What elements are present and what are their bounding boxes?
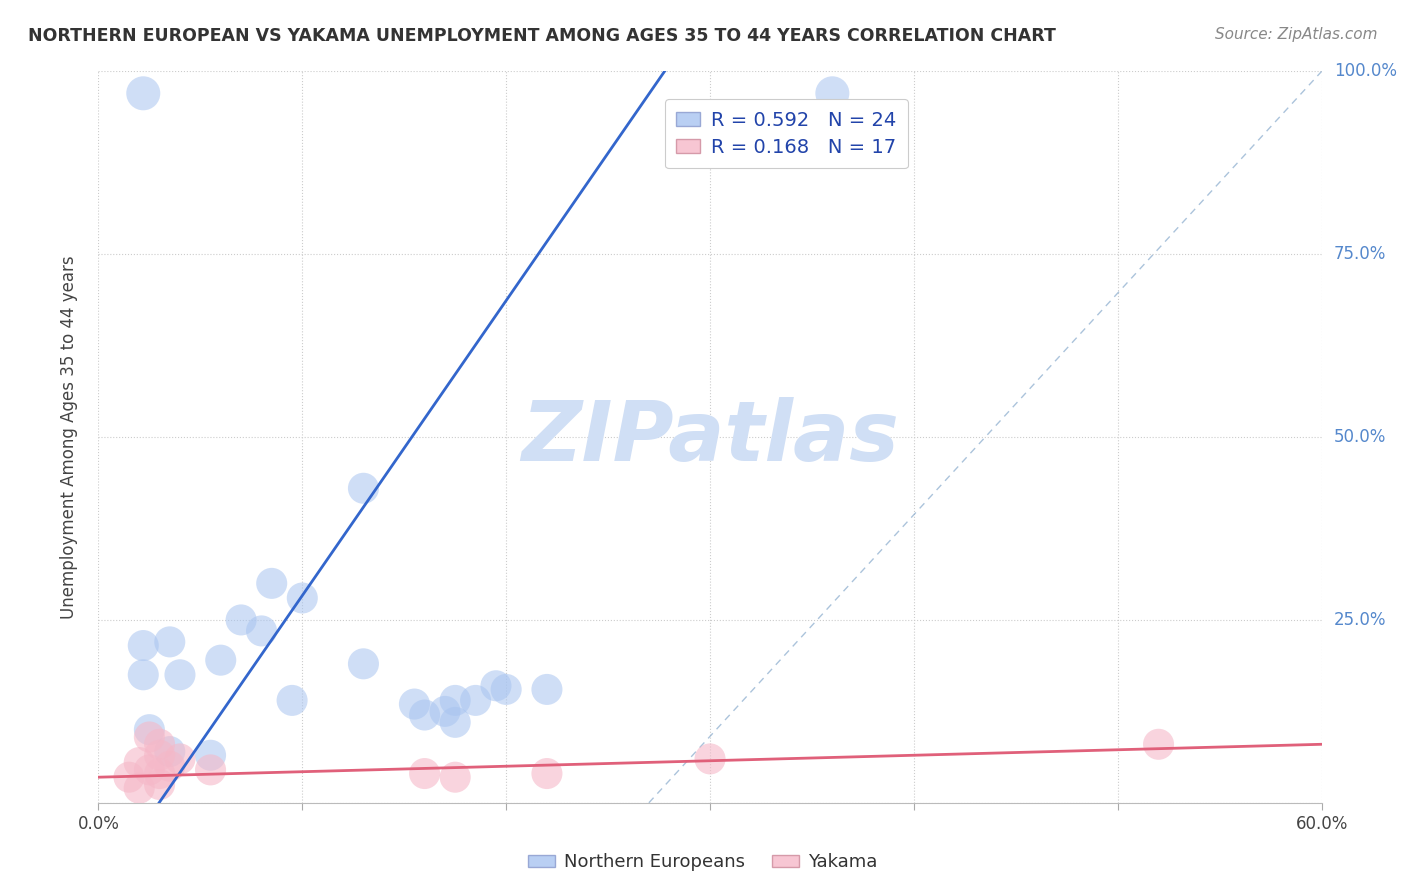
- Point: [413, 766, 436, 780]
- Legend: R = 0.592   N = 24, R = 0.168   N = 17: R = 0.592 N = 24, R = 0.168 N = 17: [665, 99, 908, 169]
- Point: [132, 667, 155, 681]
- Point: [444, 693, 467, 707]
- Point: [138, 730, 160, 744]
- Point: [821, 87, 844, 101]
- Point: [149, 766, 172, 780]
- Point: [444, 715, 467, 730]
- Point: [444, 770, 467, 784]
- Point: [138, 763, 160, 777]
- Point: [118, 770, 141, 784]
- Point: [250, 624, 273, 638]
- Point: [464, 693, 486, 707]
- Text: ZIPatlas: ZIPatlas: [522, 397, 898, 477]
- Point: [536, 682, 558, 697]
- Point: [281, 693, 304, 707]
- Point: [200, 763, 222, 777]
- Point: [260, 576, 283, 591]
- Point: [209, 653, 232, 667]
- Point: [149, 777, 172, 792]
- Point: [159, 635, 181, 649]
- Point: [128, 781, 150, 796]
- Text: 100.0%: 100.0%: [1334, 62, 1398, 80]
- Point: [149, 748, 172, 763]
- Point: [485, 679, 508, 693]
- Point: [352, 657, 374, 671]
- Point: [1147, 737, 1170, 751]
- Point: [291, 591, 314, 605]
- Point: [159, 759, 181, 773]
- Text: 75.0%: 75.0%: [1334, 245, 1386, 263]
- Text: Source: ZipAtlas.com: Source: ZipAtlas.com: [1215, 27, 1378, 42]
- Point: [352, 481, 374, 495]
- Point: [231, 613, 253, 627]
- Legend: Northern Europeans, Yakama: Northern Europeans, Yakama: [522, 847, 884, 879]
- Point: [495, 682, 517, 697]
- Point: [169, 667, 191, 681]
- Text: 25.0%: 25.0%: [1334, 611, 1386, 629]
- Point: [128, 756, 150, 770]
- Point: [169, 752, 191, 766]
- Point: [149, 737, 172, 751]
- Point: [404, 697, 426, 711]
- Point: [699, 752, 721, 766]
- Point: [536, 766, 558, 780]
- Text: 50.0%: 50.0%: [1334, 428, 1386, 446]
- Point: [413, 708, 436, 723]
- Point: [159, 745, 181, 759]
- Y-axis label: Unemployment Among Ages 35 to 44 years: Unemployment Among Ages 35 to 44 years: [59, 255, 77, 619]
- Point: [138, 723, 160, 737]
- Point: [434, 705, 457, 719]
- Point: [132, 639, 155, 653]
- Point: [132, 87, 155, 101]
- Point: [200, 748, 222, 763]
- Text: NORTHERN EUROPEAN VS YAKAMA UNEMPLOYMENT AMONG AGES 35 TO 44 YEARS CORRELATION C: NORTHERN EUROPEAN VS YAKAMA UNEMPLOYMENT…: [28, 27, 1056, 45]
